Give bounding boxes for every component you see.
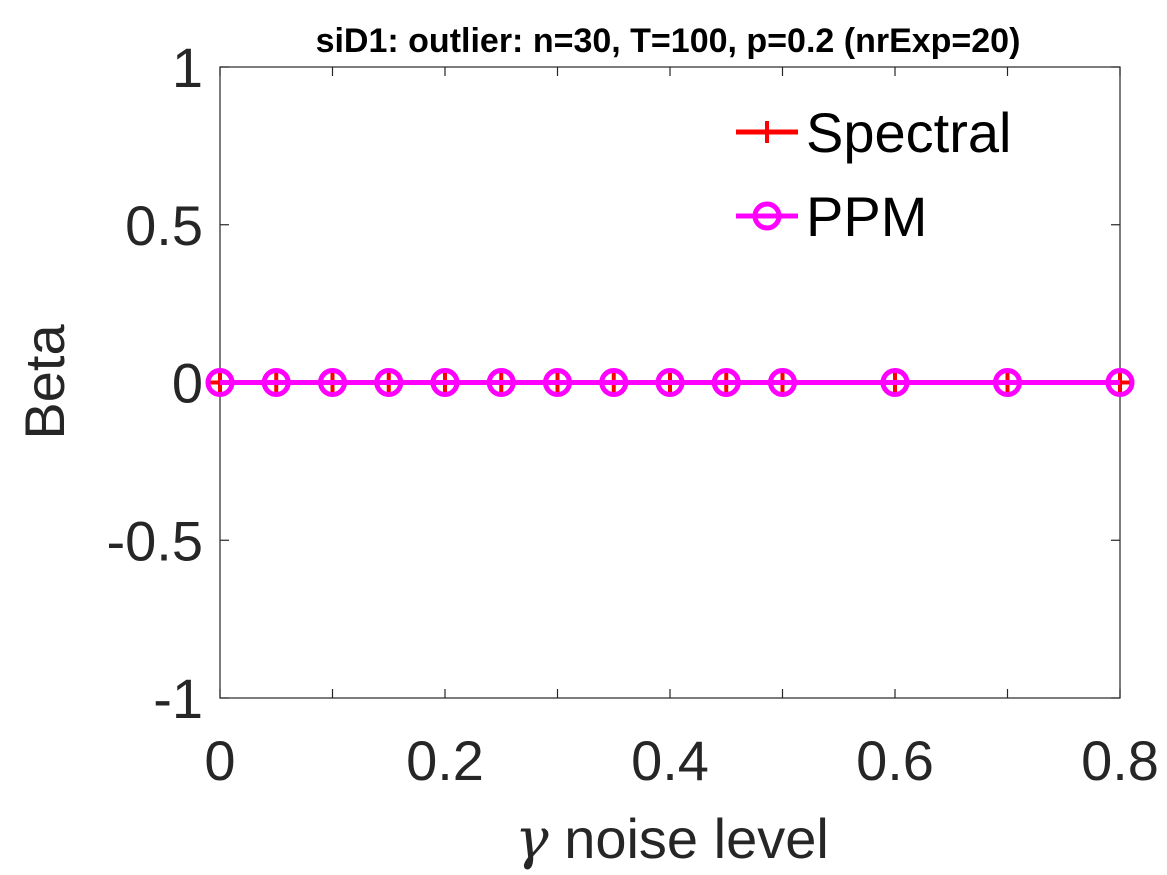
- x-axis-label-symbol: γ: [515, 807, 549, 872]
- x-tick-label: 0.8: [1081, 729, 1159, 792]
- data-point-ppm: [318, 368, 347, 397]
- data-point-ppm: [711, 368, 741, 397]
- legend-label: PPM: [806, 185, 927, 248]
- axis-ticks: [219, 66, 1121, 699]
- legend: Spectral PPM: [736, 101, 1011, 248]
- y-tick-label: 0: [172, 352, 203, 415]
- x-axis-label-text: noise level: [564, 807, 829, 870]
- data-point-ppm: [1105, 368, 1135, 397]
- x-tick-label: 0.2: [406, 729, 484, 792]
- data-point-ppm: [599, 368, 629, 397]
- series-layer: [205, 368, 1135, 397]
- y-tick-label: -1: [153, 667, 203, 730]
- data-point-ppm: [261, 368, 291, 397]
- legend-marker: [752, 201, 782, 231]
- legend-marker: [756, 121, 778, 143]
- x-tick-labels: 0 0.2 0.4 0.6 0.8: [204, 729, 1159, 792]
- x-tick-label: 0.6: [856, 729, 934, 792]
- data-point-ppm: [768, 368, 797, 397]
- y-tick-label: -0.5: [107, 509, 204, 572]
- legend-item-ppm: PPM: [736, 185, 927, 248]
- data-point-ppm: [655, 368, 685, 397]
- y-tick-label: 0.5: [125, 194, 203, 257]
- data-point-ppm: [486, 368, 516, 397]
- chart-title: siD1: outlier: n=30, T=100, p=0.2 (nrExp…: [316, 22, 1021, 60]
- data-point-ppm: [374, 368, 404, 397]
- data-point-ppm: [205, 368, 235, 397]
- y-tick-label: 1: [172, 36, 203, 99]
- y-tick-labels: -1 -0.5 0 0.5 1: [107, 36, 204, 730]
- x-tick-label: 0: [204, 729, 235, 792]
- data-point-ppm: [430, 368, 460, 397]
- x-tick-label: 0.4: [631, 729, 709, 792]
- data-point-ppm: [880, 368, 910, 397]
- legend-label: Spectral: [806, 101, 1011, 164]
- y-axis-label: Beta: [13, 324, 76, 440]
- data-point-ppm: [993, 368, 1022, 397]
- x-axis-label: γ noise level: [515, 807, 829, 872]
- legend-item-spectral: Spectral: [736, 101, 1011, 164]
- data-point-ppm: [543, 368, 572, 397]
- series-ppm: [205, 368, 1135, 397]
